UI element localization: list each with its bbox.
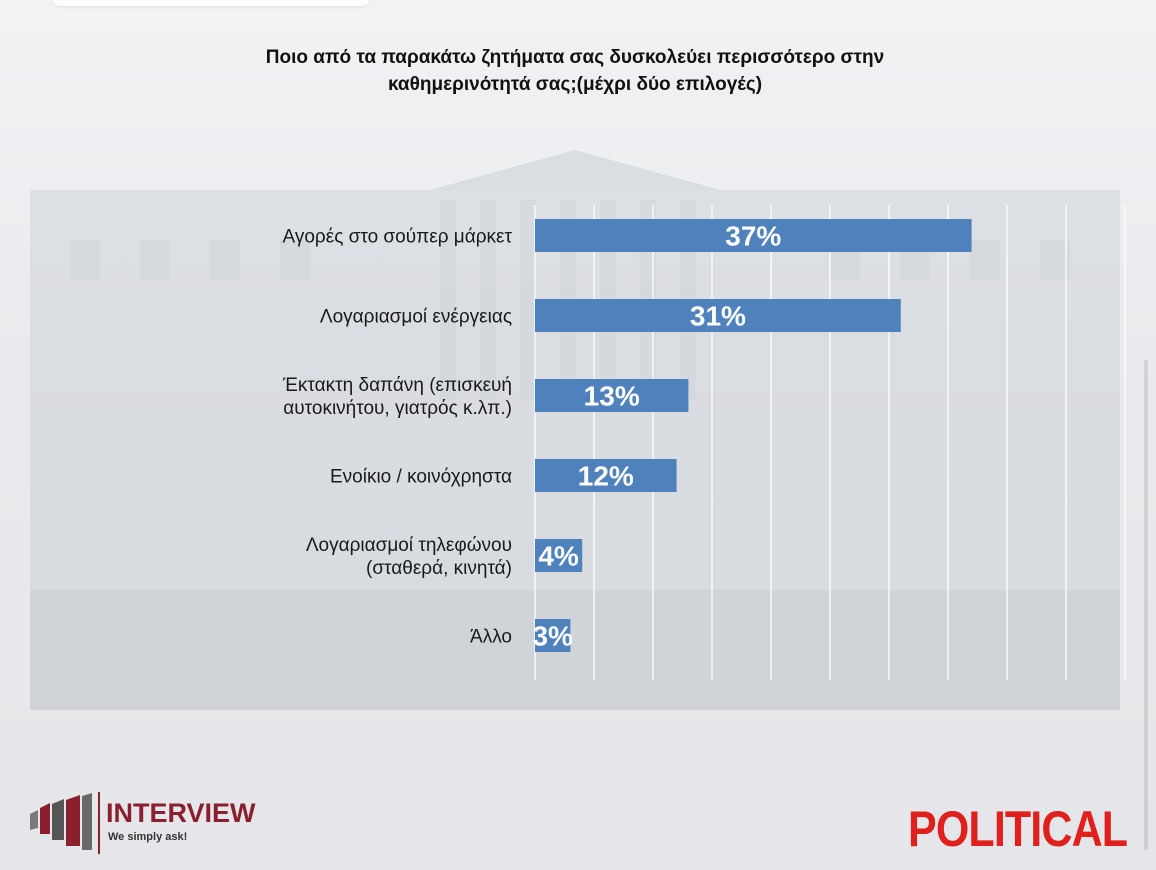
bar	[535, 379, 689, 412]
scrollbar[interactable]	[1144, 360, 1148, 850]
category-label: (σταθερά, κινητά)	[366, 558, 512, 579]
political-logo: POLITICAL	[908, 801, 1128, 857]
category-label: Αγορές στο σούπερ μάρκετ	[283, 227, 513, 248]
interview-logo-tagline: We simply ask!	[108, 831, 187, 843]
interview-logo: INTERVIEW We simply ask!	[30, 792, 256, 854]
bar-value-label: 31%	[690, 301, 746, 332]
interview-logo-mark	[30, 793, 92, 850]
category-label: Λογαριασμοί τηλεφώνου	[306, 535, 512, 556]
bar-value-label: 12%	[578, 461, 634, 492]
window-tab	[52, 0, 370, 6]
interview-logo-name: INTERVIEW	[106, 798, 256, 828]
category-label: Άλλο	[470, 627, 512, 648]
bar-value-label: 3%	[532, 621, 573, 652]
background-building	[30, 150, 1120, 710]
bar-value-label: 13%	[584, 381, 640, 412]
bar	[535, 299, 901, 332]
chart-title: Ποιο από τα παρακάτω ζητήματα σας δυσκολ…	[265, 47, 885, 95]
category-label: αυτοκινήτου, γιατρός κ.λπ.)	[283, 398, 512, 419]
category-label: Ενοίκιο / κοινόχρηστα	[330, 467, 512, 488]
bar	[535, 459, 677, 492]
bar	[535, 619, 571, 652]
bar-value-label: 4%	[538, 541, 579, 572]
category-label: Έκτακτη δαπάνη (επισκευή	[282, 375, 512, 396]
bar	[535, 219, 972, 252]
bar-value-label: 37%	[725, 221, 781, 252]
bar	[535, 539, 583, 572]
category-label: Λογαριασμοί ενέργειας	[320, 307, 512, 328]
